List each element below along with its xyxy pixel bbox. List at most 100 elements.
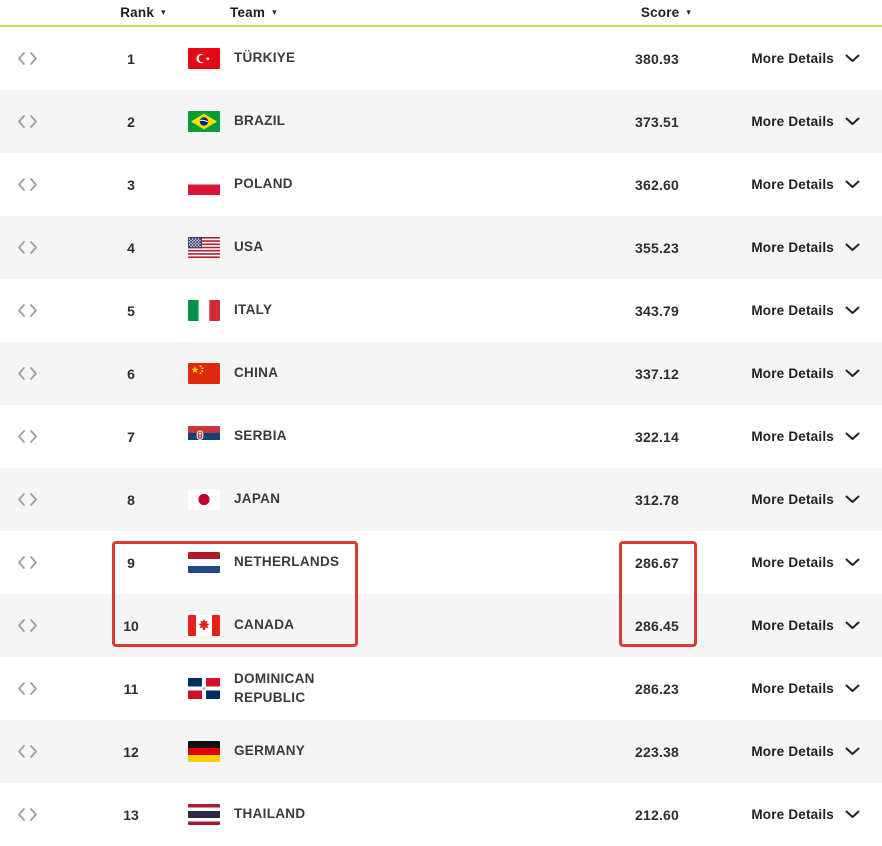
expand-code-icon[interactable] — [17, 114, 38, 129]
score-value: 343.79 — [634, 302, 680, 319]
table-body: 1 TÜRKIYE 380.93 More Details — [0, 27, 882, 846]
more-details-button[interactable]: More Details — [717, 114, 882, 129]
expand-code-icon[interactable] — [17, 51, 38, 66]
thailand-flag-icon — [188, 804, 220, 825]
more-details-label: More Details — [751, 681, 834, 696]
column-header-team[interactable]: Team ▾ — [172, 5, 597, 20]
chevron-down-icon — [845, 369, 860, 378]
sort-down-icon[interactable]: ▾ — [686, 7, 692, 17]
sort-down-icon[interactable]: ▾ — [272, 7, 277, 17]
more-details-button[interactable]: More Details — [717, 807, 882, 822]
rank-value: 13 — [123, 806, 139, 823]
table-row: 11 DOMINICAN REPUBLIC 286.23 More Detail… — [0, 657, 882, 720]
expand-code-icon[interactable] — [17, 618, 38, 633]
more-details-button[interactable]: More Details — [717, 177, 882, 192]
more-details-button[interactable]: More Details — [717, 681, 882, 696]
chevron-down-icon — [845, 54, 860, 63]
usa-flag-icon — [188, 237, 220, 258]
rank-value: 1 — [127, 50, 135, 67]
table-row: 12 GERMANY 223.38 More Details — [0, 720, 882, 783]
expand-code-icon[interactable] — [17, 807, 38, 822]
rank-value: 11 — [123, 680, 139, 697]
more-details-button[interactable]: More Details — [717, 744, 882, 759]
serbia-flag-icon — [188, 426, 220, 447]
chevron-down-icon — [845, 306, 860, 315]
table-row: 5 ITALY 343.79 More Details — [0, 279, 882, 342]
more-details-button[interactable]: More Details — [717, 492, 882, 507]
score-value: 286.67 — [634, 554, 680, 571]
column-header-score-label: Score — [640, 5, 680, 20]
chevron-down-icon — [845, 684, 860, 693]
table-row: 3 POLAND 362.60 More Details — [0, 153, 882, 216]
chevron-down-icon — [845, 558, 860, 567]
expand-code-icon[interactable] — [17, 240, 38, 255]
more-details-label: More Details — [751, 177, 834, 192]
team-name: CANADA — [234, 617, 295, 633]
score-value: 322.14 — [634, 428, 680, 445]
score-value: 212.60 — [634, 806, 680, 823]
column-header-team-label: Team — [230, 5, 266, 20]
germany-flag-icon — [188, 741, 220, 762]
score-value: 380.93 — [634, 50, 680, 67]
table-row: 1 TÜRKIYE 380.93 More Details — [0, 27, 882, 90]
chevron-down-icon — [845, 747, 860, 756]
rank-value: 5 — [127, 302, 135, 319]
more-details-label: More Details — [751, 618, 834, 633]
rank-value: 8 — [127, 491, 135, 508]
score-value: 373.51 — [634, 113, 680, 130]
dominican-republic-flag-icon — [188, 678, 220, 699]
expand-code-icon[interactable] — [17, 492, 38, 507]
team-name: THAILAND — [234, 806, 306, 822]
chevron-down-icon — [845, 621, 860, 630]
score-value: 362.60 — [634, 176, 680, 193]
table-row: 8 JAPAN 312.78 More Details — [0, 468, 882, 531]
expand-code-icon[interactable] — [17, 429, 38, 444]
more-details-button[interactable]: More Details — [717, 240, 882, 255]
column-header-score[interactable]: Score ▾ — [606, 5, 726, 20]
column-header-rank-label: Rank — [120, 5, 155, 20]
expand-code-icon[interactable] — [17, 177, 38, 192]
more-details-label: More Details — [751, 492, 834, 507]
score-value: 355.23 — [634, 239, 680, 256]
score-value: 286.23 — [634, 680, 680, 697]
team-name: SERBIA — [234, 428, 287, 444]
more-details-button[interactable]: More Details — [717, 303, 882, 318]
table-row: 9 NETHERLANDS 286.67 More Details — [0, 531, 882, 594]
more-details-button[interactable]: More Details — [717, 618, 882, 633]
china-flag-icon — [188, 363, 220, 384]
team-name: TÜRKIYE — [234, 50, 296, 66]
score-value: 337.12 — [634, 365, 680, 382]
more-details-button[interactable]: More Details — [717, 429, 882, 444]
expand-code-icon[interactable] — [17, 366, 38, 381]
more-details-button[interactable]: More Details — [717, 51, 882, 66]
column-header-rank[interactable]: Rank ▾ — [102, 5, 184, 20]
score-value: 286.45 — [634, 617, 680, 634]
expand-code-icon[interactable] — [17, 303, 38, 318]
turkiye-flag-icon — [188, 48, 220, 69]
more-details-button[interactable]: More Details — [717, 366, 882, 381]
team-name: ITALY — [234, 302, 273, 318]
table-row: 10 CANADA 286.45 More Details — [0, 594, 882, 657]
more-details-button[interactable]: More Details — [717, 555, 882, 570]
chevron-down-icon — [845, 117, 860, 126]
chevron-down-icon — [845, 180, 860, 189]
expand-code-icon[interactable] — [17, 555, 38, 570]
team-name: USA — [234, 239, 264, 255]
team-name: GERMANY — [234, 743, 306, 759]
chevron-down-icon — [845, 495, 860, 504]
rank-value: 6 — [127, 365, 135, 382]
team-name: DOMINICAN REPUBLIC — [234, 671, 315, 705]
team-name: BRAZIL — [234, 113, 286, 129]
expand-code-icon[interactable] — [17, 681, 38, 696]
more-details-label: More Details — [751, 240, 834, 255]
table-row: 2 BRAZIL 373.51 More Details — [0, 90, 882, 153]
table-row: 6 CHINA 337.12 More Details — [0, 342, 882, 405]
expand-code-icon[interactable] — [17, 744, 38, 759]
rank-value: 10 — [123, 617, 139, 634]
team-name: POLAND — [234, 176, 293, 192]
more-details-label: More Details — [751, 51, 834, 66]
team-name: CHINA — [234, 365, 279, 381]
rank-value: 12 — [123, 743, 139, 760]
score-value: 223.38 — [634, 743, 680, 760]
sort-down-icon[interactable]: ▾ — [161, 7, 166, 17]
